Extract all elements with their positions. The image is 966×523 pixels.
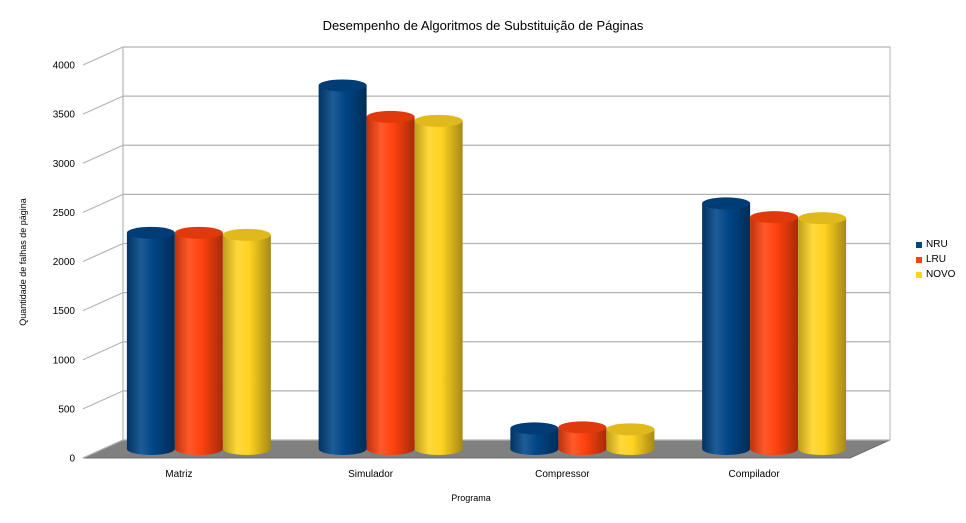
legend-label-lru: LRU — [926, 254, 947, 265]
x-tick-label: Matriz — [165, 469, 192, 480]
side-gridline — [82, 95, 124, 115]
x-tick-label: Compressor — [535, 469, 590, 480]
bar-novo-compressor — [606, 429, 655, 455]
bar-lru-compilador — [750, 217, 799, 455]
bar-top-novo-matriz — [222, 228, 271, 241]
chart-title: Desempenho de Algoritmos de Substituição… — [323, 18, 644, 33]
side-gridline — [82, 46, 124, 66]
bar-novo-simulador — [414, 120, 463, 455]
legend-label-nru: NRU — [926, 239, 948, 250]
bar-lru-matriz — [174, 232, 223, 455]
bars — [126, 79, 847, 455]
bar-top-novo-compressor — [606, 423, 655, 436]
bar-top-lru-simulador — [366, 110, 415, 123]
side-gridline — [82, 144, 124, 164]
bar-nru-compressor — [510, 428, 559, 455]
y-tick-label: 500 — [58, 404, 75, 415]
legend-item-nru: NRU — [916, 237, 955, 252]
bar-top-novo-compilador — [798, 212, 847, 225]
bar-top-nru-matriz — [126, 226, 175, 239]
x-tick-label: Compilador — [729, 469, 781, 480]
x-tick-label: Simulador — [348, 469, 394, 480]
bar-top-lru-matriz — [174, 226, 223, 239]
side-gridline — [82, 193, 124, 213]
x-tick-labels: Matriz Simulador Compressor Compilador — [165, 469, 780, 480]
bar-top-nru-simulador — [318, 79, 367, 92]
bar-nru-simulador — [318, 85, 367, 455]
bar-top-novo-simulador — [414, 114, 463, 127]
side-gridline — [82, 341, 124, 361]
y-tick-label: 4000 — [53, 61, 76, 72]
legend-label-novo: NOVO — [926, 269, 956, 280]
bar-top-nru-compilador — [702, 197, 751, 210]
y-tick-label: 1000 — [53, 355, 76, 366]
y-tick-label: 0 — [69, 454, 75, 465]
bar-top-lru-compilador — [750, 211, 799, 224]
legend-swatch-novo — [916, 271, 922, 278]
side-gridline — [82, 390, 124, 410]
side-gridline — [82, 242, 124, 263]
legend: NRU LRU NOVO — [916, 237, 955, 282]
bar-lru-simulador — [366, 116, 415, 455]
legend-item-novo: NOVO — [916, 267, 955, 282]
legend-swatch-lru — [916, 256, 922, 263]
y-tick-label: 1500 — [53, 306, 76, 317]
bar-top-lru-compressor — [558, 421, 607, 434]
bar-nru-compilador — [702, 203, 751, 455]
y-axis-label: Quantidade de falhas de página — [18, 198, 28, 326]
x-axis-label: Programa — [451, 493, 491, 503]
y-tick-label: 3000 — [53, 159, 76, 170]
legend-swatch-nru — [916, 241, 922, 248]
bar-novo-compilador — [798, 218, 847, 455]
side-gridline — [82, 439, 124, 459]
side-gridline — [82, 292, 124, 312]
bar-novo-matriz — [222, 234, 271, 455]
y-tick-labels: 0 500 1000 1500 2000 2500 3000 3500 4000 — [53, 61, 76, 465]
legend-item-lru: LRU — [916, 252, 955, 267]
y-tick-label: 2000 — [53, 257, 76, 268]
bar-top-nru-compressor — [510, 422, 559, 435]
bar-lru-compressor — [558, 427, 607, 455]
y-tick-label: 2500 — [53, 208, 76, 219]
y-tick-label: 3500 — [53, 110, 76, 121]
bar-nru-matriz — [126, 232, 175, 455]
